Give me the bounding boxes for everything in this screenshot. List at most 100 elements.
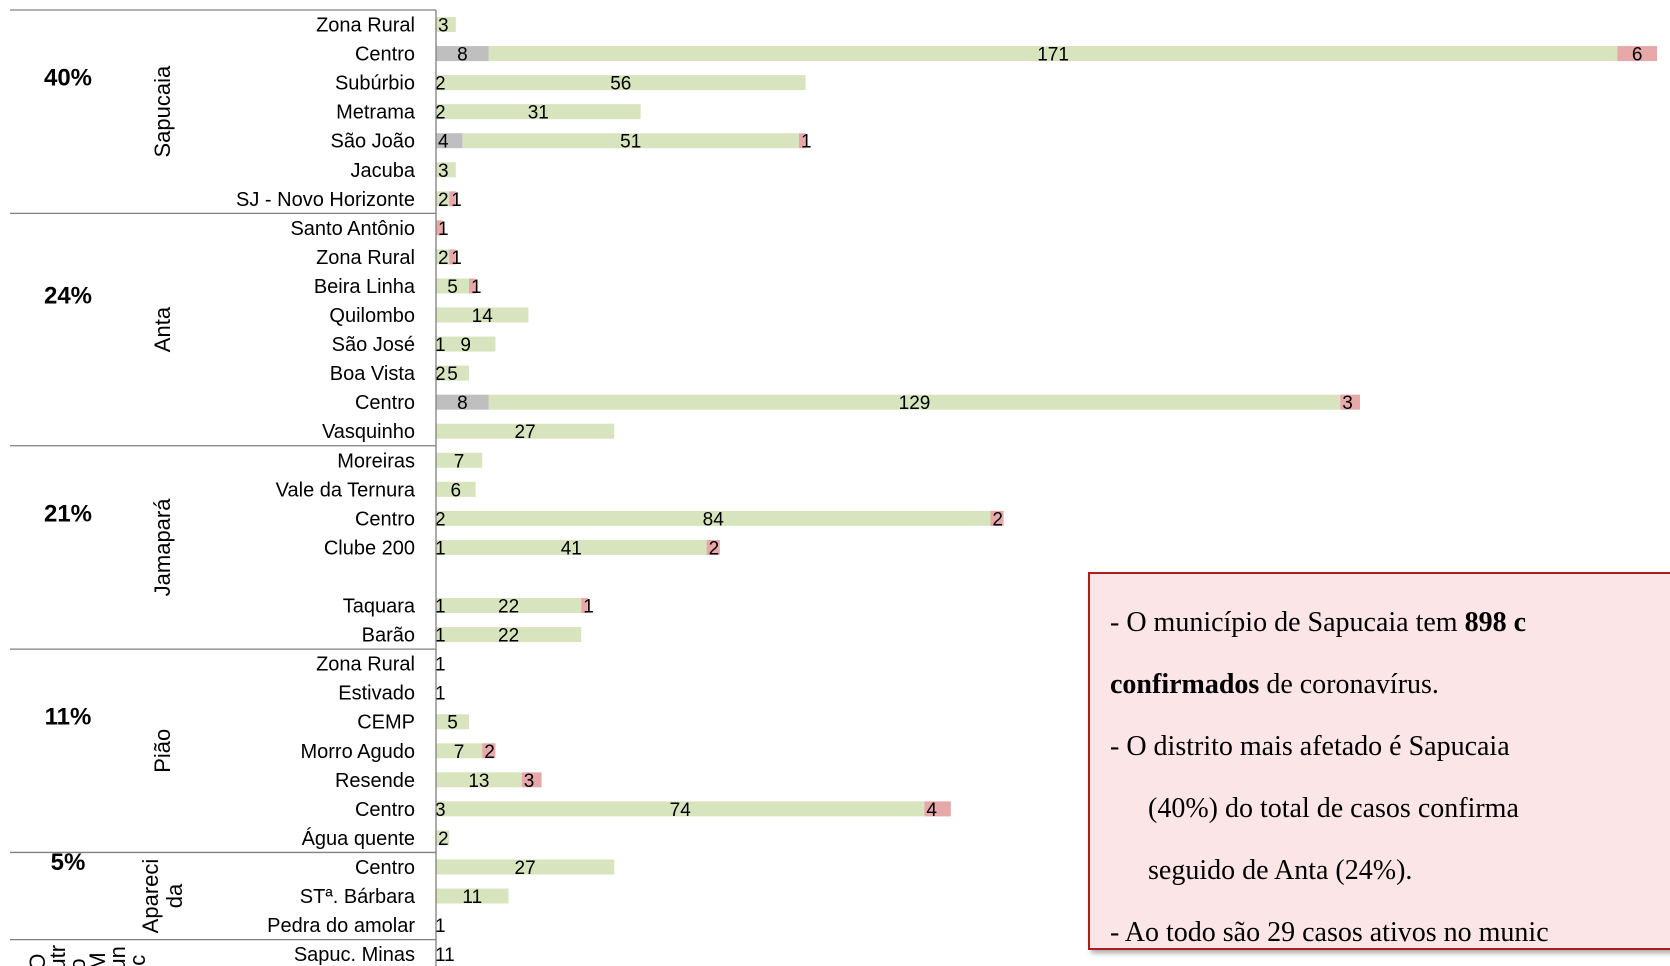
bar-segment bbox=[990, 510, 1004, 526]
data-label: 1 bbox=[435, 626, 446, 647]
data-label: 51 bbox=[620, 132, 641, 153]
data-label: 1 bbox=[435, 597, 446, 618]
bar-segment bbox=[436, 17, 456, 33]
note-line-1-bold: 898 c bbox=[1464, 607, 1527, 638]
note-line-1-text: - O município de Sapucaia tem bbox=[1110, 607, 1465, 638]
bar-segment bbox=[436, 772, 522, 788]
group-name: O bbox=[25, 954, 50, 966]
data-label: 14 bbox=[472, 306, 494, 327]
category-label: Zona Rural bbox=[316, 654, 415, 676]
data-label: 56 bbox=[610, 74, 631, 95]
data-label: 2 bbox=[709, 538, 720, 559]
bar-segment bbox=[488, 46, 1618, 62]
group-name: Sapucaia bbox=[150, 65, 175, 158]
category-label: Pedra do amolar bbox=[267, 915, 415, 937]
data-label: 5 bbox=[447, 713, 458, 734]
note-line-5: seguido de Anta (24%). bbox=[1148, 855, 1413, 886]
summary-note-box: - O município de Sapucaia tem 898 c conf… bbox=[1088, 572, 1670, 950]
data-label: 1 bbox=[435, 655, 446, 676]
bar-segment bbox=[436, 801, 925, 817]
data-label: 22 bbox=[498, 597, 519, 618]
group-percent: 21% bbox=[44, 500, 92, 527]
data-label: 3 bbox=[524, 771, 535, 792]
data-label: 1 bbox=[451, 248, 462, 269]
category-label: São João bbox=[330, 131, 415, 153]
group-name: Apareci bbox=[138, 859, 163, 934]
bar-segment bbox=[1617, 46, 1657, 62]
data-label: 5 bbox=[447, 277, 458, 298]
data-label: 22 bbox=[498, 626, 519, 647]
bar-segment bbox=[436, 627, 582, 643]
category-label: Barão bbox=[362, 625, 415, 647]
data-label: 41 bbox=[561, 538, 582, 559]
data-label: 11 bbox=[435, 945, 455, 966]
category-label: Centro bbox=[355, 799, 415, 821]
category-label: Centro bbox=[355, 508, 415, 530]
category-label: Taquara bbox=[343, 596, 416, 618]
note-line-4: (40%) do total de casos confirma bbox=[1148, 793, 1519, 824]
category-label: Boa Vista bbox=[330, 363, 416, 385]
data-label: 7 bbox=[454, 742, 465, 763]
category-label: Santo Antônio bbox=[290, 218, 415, 240]
data-label: 2 bbox=[435, 74, 446, 95]
data-label: 8 bbox=[457, 45, 468, 66]
category-label: Quilombo bbox=[329, 305, 415, 327]
category-label: Resende bbox=[335, 770, 415, 792]
data-label: 4 bbox=[926, 800, 937, 821]
note-line-6: - Ao todo são 29 casos ativos no munic bbox=[1110, 917, 1549, 948]
bar-segment bbox=[521, 772, 542, 788]
group-name: Anta bbox=[150, 306, 175, 352]
data-label: 13 bbox=[468, 771, 489, 792]
category-label: São José bbox=[332, 334, 415, 356]
bar-segment bbox=[462, 133, 799, 149]
bar-segment bbox=[1340, 394, 1360, 410]
bar-segment bbox=[436, 46, 489, 62]
data-label: 1 bbox=[435, 684, 446, 705]
bar-segment bbox=[436, 510, 991, 526]
data-label: 2 bbox=[438, 190, 449, 211]
bar-segment bbox=[436, 133, 463, 149]
bar-segment bbox=[436, 162, 456, 178]
category-label: Zona Rural bbox=[316, 15, 415, 37]
data-label: 3 bbox=[438, 161, 449, 182]
data-label: 6 bbox=[451, 480, 462, 501]
data-label: 3 bbox=[1342, 393, 1353, 414]
data-label: 74 bbox=[670, 800, 692, 821]
data-label: 27 bbox=[515, 422, 536, 443]
category-label: Clube 200 bbox=[324, 537, 415, 559]
bar-segment bbox=[436, 365, 469, 381]
data-label: 3 bbox=[438, 16, 449, 37]
bar-segment bbox=[482, 743, 496, 759]
data-label: 1 bbox=[801, 132, 812, 153]
data-label: 2 bbox=[435, 364, 446, 385]
category-label: Centro bbox=[355, 857, 415, 879]
category-label: Beira Linha bbox=[314, 276, 416, 298]
bar-segment bbox=[436, 278, 469, 294]
bar-segment bbox=[706, 539, 720, 555]
bar-segment bbox=[436, 598, 582, 614]
data-label: 2 bbox=[438, 248, 449, 269]
bar-segment bbox=[436, 249, 450, 265]
group-percent: 24% bbox=[44, 282, 92, 309]
bar-segment bbox=[924, 801, 951, 817]
category-label: Vasquinho bbox=[322, 421, 415, 443]
data-label: 2 bbox=[435, 103, 446, 124]
bar-segment bbox=[436, 191, 450, 207]
category-label: Metrama bbox=[336, 102, 416, 124]
category-label: Estivado bbox=[338, 683, 415, 705]
group-percent: 5% bbox=[51, 849, 86, 876]
bar-segment bbox=[436, 859, 615, 875]
group-name: da bbox=[162, 883, 187, 908]
bar-segment bbox=[436, 394, 489, 410]
bar-segment bbox=[436, 75, 806, 91]
category-label: Subúrbio bbox=[335, 73, 415, 95]
data-label: 6 bbox=[1632, 45, 1643, 66]
bar-segment bbox=[436, 888, 509, 904]
bar-segment bbox=[449, 191, 456, 207]
data-label: 1 bbox=[583, 597, 594, 618]
category-label: Moreiras bbox=[337, 450, 415, 472]
category-label: SJ - Novo Horizonte bbox=[236, 189, 415, 211]
bar-segment bbox=[436, 423, 615, 439]
note-line-2-bold: confirmados bbox=[1110, 669, 1260, 700]
